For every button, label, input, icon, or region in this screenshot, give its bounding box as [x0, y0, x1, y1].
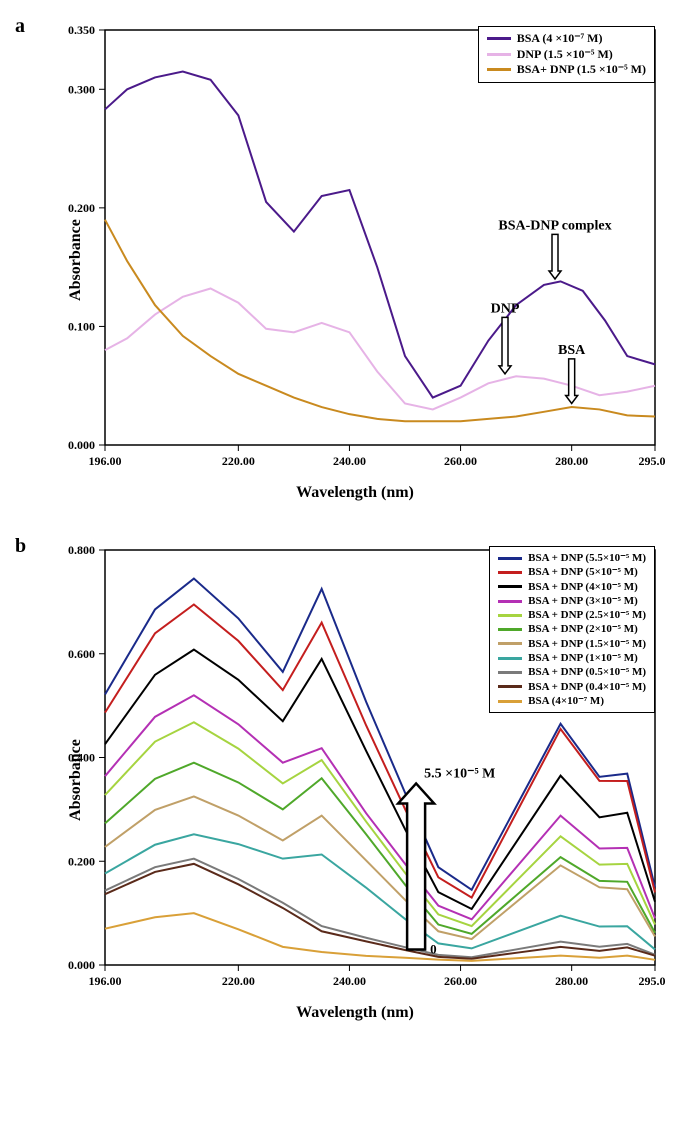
svg-text:260.00: 260.00: [444, 454, 477, 468]
legend-item: BSA + DNP (3×10⁻⁵ M): [498, 594, 646, 608]
chart-a-xlabel: Wavelength (nm): [45, 484, 665, 502]
chart-b-ylabel: Absorbance: [67, 739, 85, 821]
svg-text:DNP: DNP: [491, 301, 520, 316]
chart-b-wrap: Absorbance 196.00 220.00 240.00 260.00 280.0…: [45, 540, 665, 1020]
panel-b-label: b: [15, 535, 26, 558]
svg-text:0.000: 0.000: [68, 958, 95, 972]
legend-item: BSA + DNP (5.5×10⁻⁵ M): [498, 551, 646, 565]
svg-text:240.00: 240.00: [333, 974, 366, 988]
svg-text:295.00: 295.00: [639, 454, 666, 468]
svg-text:260.00: 260.00: [444, 974, 477, 988]
legend-item: BSA + DNP (4×10⁻⁵ M): [498, 580, 646, 594]
legend-item: BSA + DNP (1×10⁻⁵ M): [498, 651, 646, 665]
svg-text:0.200: 0.200: [68, 854, 95, 868]
svg-text:196.00: 196.00: [89, 454, 122, 468]
svg-text:280.00: 280.00: [555, 974, 588, 988]
figure: a Absorbance 196.00220.00240.00260.00280…: [20, 20, 665, 1020]
svg-text:BSA-DNP complex: BSA-DNP complex: [498, 218, 611, 233]
svg-text:280.00: 280.00: [555, 454, 588, 468]
chart-a-svg: 196.00 220.00 240.00 260.00 280.00 295.00 0.00…: [45, 20, 665, 480]
svg-text:240.00: 240.00: [333, 454, 366, 468]
svg-text:0.800: 0.800: [68, 543, 95, 557]
legend-item: BSA + DNP (0.5×10⁻⁵ M): [498, 665, 646, 679]
svg-text:220.00: 220.00: [222, 454, 255, 468]
svg-text:295.00: 295.00: [639, 974, 666, 988]
legend-item: BSA (4×10⁻⁷ M): [498, 694, 646, 708]
chart-b-legend: BSA + DNP (5.5×10⁻⁵ M)BSA + DNP (5×10⁻⁵ …: [489, 546, 655, 713]
legend-item: BSA + DNP (2×10⁻⁵ M): [498, 622, 646, 636]
svg-text:0.000: 0.000: [68, 438, 95, 452]
legend-item: BSA + DNP (5×10⁻⁵ M): [498, 565, 646, 579]
legend-item: DNP (1.5 ×10⁻⁵ M): [487, 47, 646, 63]
legend-item: BSA + DNP (1.5×10⁻⁵ M): [498, 637, 646, 651]
chart-a-wrap: Absorbance 196.00 220.00 240.00 260.00 280.0…: [45, 20, 665, 500]
chart-b-xlabel: Wavelength (nm): [45, 1004, 665, 1022]
svg-text:220.00: 220.00: [222, 974, 255, 988]
svg-text:0.600: 0.600: [68, 647, 95, 661]
svg-text:0.200: 0.200: [68, 201, 95, 215]
panel-b: b Absorbance 196.00220.00240.00260.00280…: [20, 540, 665, 1020]
panel-a: a Absorbance 196.00220.00240.00260.00280…: [20, 20, 665, 500]
panel-a-label: a: [15, 15, 25, 38]
legend-item: BSA + DNP (0.4×10⁻⁵ M): [498, 680, 646, 694]
svg-text:0.300: 0.300: [68, 82, 95, 96]
svg-text:196.00: 196.00: [89, 974, 122, 988]
legend-item: BSA (4 ×10⁻⁷ M): [487, 31, 646, 47]
svg-text:5.5 ×10⁻⁵ M: 5.5 ×10⁻⁵ M: [424, 766, 495, 781]
chart-a-ylabel: Absorbance: [67, 219, 85, 301]
legend-item: BSA + DNP (2.5×10⁻⁵ M): [498, 608, 646, 622]
chart-a-legend: BSA (4 ×10⁻⁷ M)DNP (1.5 ×10⁻⁵ M)BSA+ DNP…: [478, 26, 655, 83]
legend-item: BSA+ DNP (1.5 ×10⁻⁵ M): [487, 62, 646, 78]
svg-text:0.350: 0.350: [68, 23, 95, 37]
svg-text:BSA: BSA: [558, 343, 586, 358]
svg-text:0.100: 0.100: [68, 319, 95, 333]
svg-text:0: 0: [430, 941, 437, 956]
